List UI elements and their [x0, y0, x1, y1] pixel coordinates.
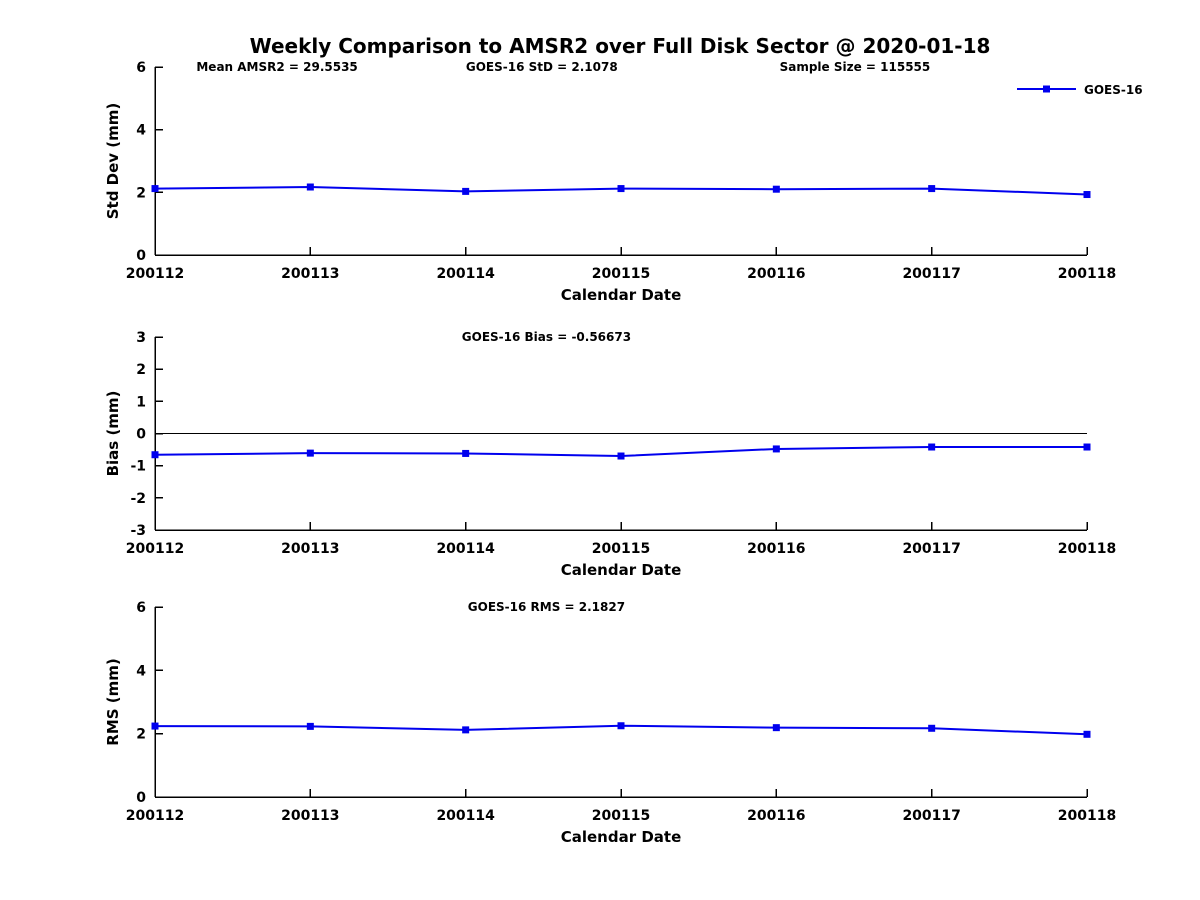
y-tick-label: 3: [136, 330, 146, 346]
data-point-marker: [462, 449, 470, 457]
data-point-marker: [151, 185, 159, 193]
x-tick-label: 200113: [281, 266, 339, 282]
annotation-text: GOES-16 RMS = 2.1827: [468, 600, 625, 614]
data-point-marker: [617, 452, 625, 460]
figure-title: Weekly Comparison to AMSR2 over Full Dis…: [250, 34, 991, 58]
x-tick-label: 200118: [1058, 266, 1116, 282]
x-tick-label: 200117: [902, 541, 960, 557]
x-tick-label: 200114: [436, 808, 495, 824]
data-point-marker: [462, 187, 470, 195]
y-tick-label: 2: [136, 185, 146, 201]
x-tick-label: 200113: [281, 808, 339, 824]
legend-marker: [1043, 85, 1050, 93]
x-tick-label: 200118: [1058, 808, 1116, 824]
y-axis-label: RMS (mm): [104, 658, 122, 745]
annotation-text: Sample Size = 115555: [780, 60, 931, 74]
data-point-marker: [306, 722, 314, 730]
legend: GOES-16: [1017, 83, 1143, 97]
data-point-marker: [928, 443, 936, 451]
y-tick-label: 0: [136, 248, 146, 264]
data-point-marker: [1083, 191, 1091, 199]
x-tick-label: 200116: [747, 541, 805, 557]
y-tick-label: 1: [136, 394, 146, 410]
data-point-marker: [151, 722, 159, 730]
x-tick-label: 200117: [902, 808, 960, 824]
x-axis-label: Calendar Date: [561, 828, 682, 846]
y-tick-label: -2: [130, 491, 146, 507]
data-point-marker: [617, 185, 625, 193]
data-point-marker: [928, 185, 936, 193]
x-tick-label: 200117: [902, 266, 960, 282]
y-axis-label: Bias (mm): [104, 391, 122, 477]
y-tick-label: 6: [136, 60, 146, 76]
y-tick-label: 0: [136, 427, 146, 443]
legend-label: GOES-16: [1084, 83, 1143, 97]
x-axis-label: Calendar Date: [561, 286, 682, 304]
data-point-marker: [306, 183, 314, 191]
x-tick-label: 200118: [1058, 541, 1116, 557]
x-axis-label: Calendar Date: [561, 561, 682, 579]
y-tick-label: 4: [136, 123, 146, 139]
x-tick-label: 200113: [281, 541, 339, 557]
data-point-marker: [151, 451, 159, 459]
annotation-text: GOES-16 Bias = -0.56673: [462, 330, 631, 344]
subplot-1: 0 2 4 6 200112 200113 200114 200115 200116 200117…: [104, 60, 1143, 304]
y-tick-label: 0: [136, 790, 146, 806]
subplot-2: -3 -2 -1 0 1 2 3 200112 200113 200114 200115 200116…: [104, 330, 1116, 579]
x-tick-label: 200112: [126, 266, 184, 282]
x-tick-label: 200114: [436, 266, 495, 282]
y-tick-label: -1: [130, 459, 146, 475]
data-point-marker: [772, 724, 780, 732]
x-tick-label: 200112: [126, 541, 184, 557]
annotation-text: GOES-16 StD = 2.1078: [466, 60, 618, 74]
y-tick-label: 2: [136, 362, 146, 378]
x-tick-label: 200115: [592, 541, 650, 557]
x-tick-label: 200115: [592, 266, 650, 282]
data-point-marker: [462, 726, 470, 734]
x-tick-label: 200112: [126, 808, 184, 824]
data-point-marker: [772, 445, 780, 453]
annotation-text: Mean AMSR2 = 29.5535: [196, 60, 357, 74]
data-point-marker: [928, 724, 936, 732]
data-point-marker: [772, 185, 780, 193]
y-tick-label: 2: [136, 727, 146, 743]
y-tick-label: 6: [136, 600, 146, 616]
y-axis-label: Std Dev (mm): [104, 103, 122, 220]
data-point-marker: [617, 722, 625, 730]
subplot-3: 0 2 4 6 200112 200113 200114 200115 200116 200117…: [104, 600, 1116, 846]
y-tick-label: 4: [136, 663, 146, 679]
x-tick-label: 200116: [747, 808, 805, 824]
y-tick-label: -3: [130, 523, 146, 539]
x-tick-label: 200116: [747, 266, 805, 282]
data-point-marker: [306, 449, 314, 457]
data-point-marker: [1083, 730, 1091, 738]
x-tick-label: 200115: [592, 808, 650, 824]
data-point-marker: [1083, 443, 1091, 451]
x-tick-label: 200114: [436, 541, 495, 557]
